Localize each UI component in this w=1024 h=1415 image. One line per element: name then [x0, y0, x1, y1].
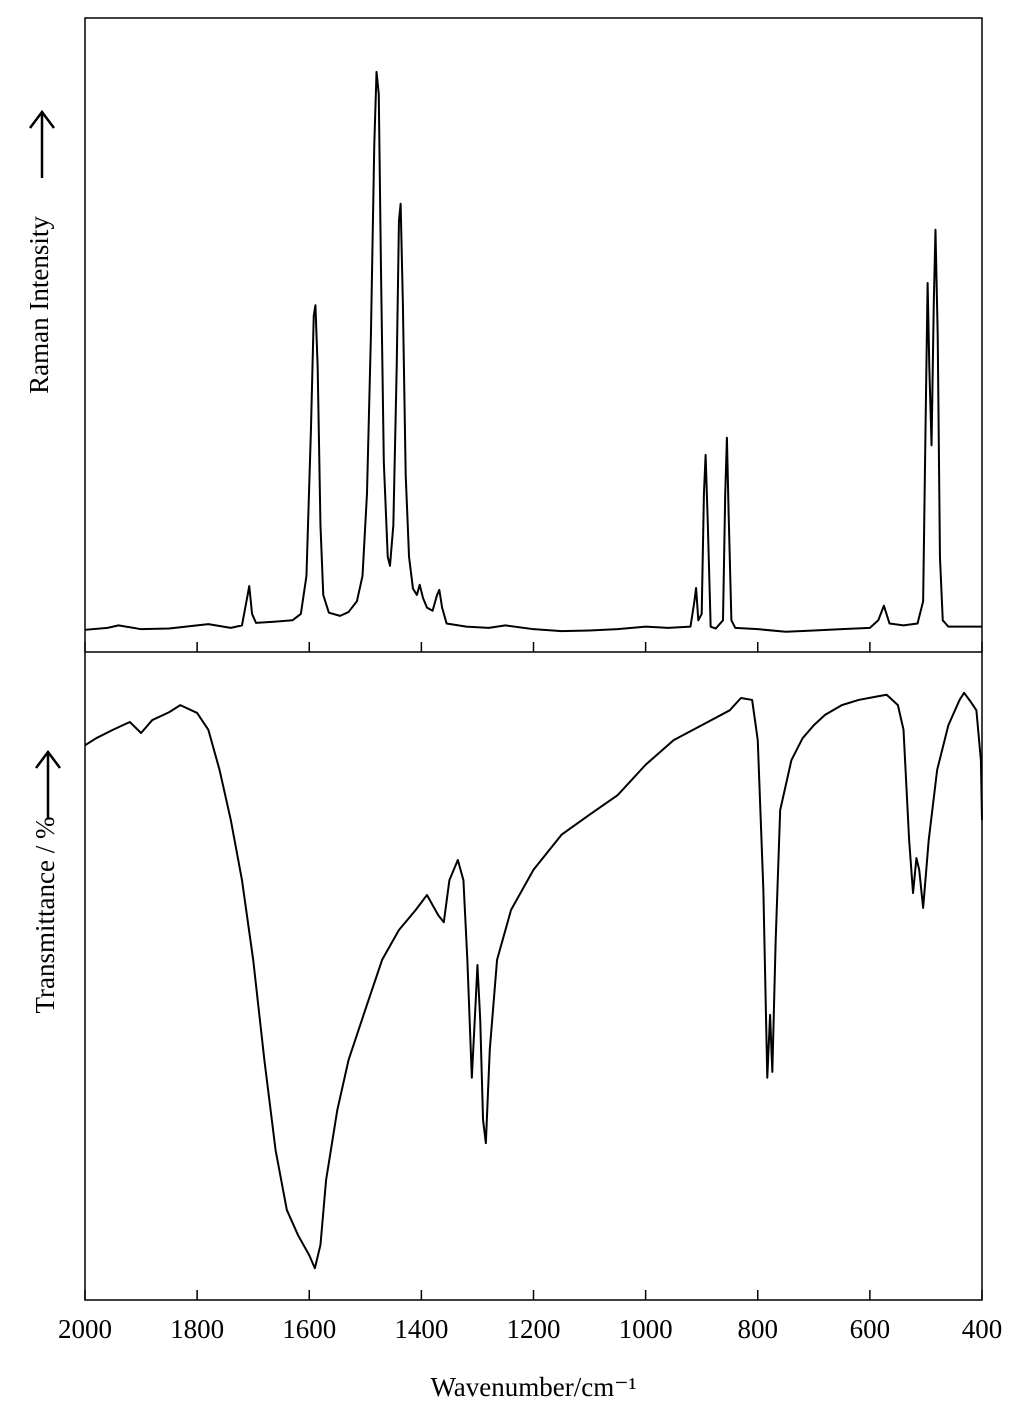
x-tick-label: 600 — [850, 1314, 891, 1344]
x-tick-label: 1600 — [282, 1314, 336, 1344]
y-axis-label: Transmittance / % — [30, 817, 60, 1014]
arrow — [29, 109, 61, 818]
x-axis-label: Wavenumber/cm⁻¹ — [430, 1372, 636, 1402]
x-tick-label: 1200 — [507, 1314, 561, 1344]
x-tick-label: 1400 — [394, 1314, 448, 1344]
x-tick-label: 400 — [962, 1314, 1003, 1344]
y-axis-label: Raman Intensity — [24, 216, 54, 394]
x-tick-label: 2000 — [58, 1314, 112, 1344]
x-tick-label: 1800 — [170, 1314, 224, 1344]
x-tick-label: 1000 — [619, 1314, 673, 1344]
spectrum-line — [84, 691, 983, 1270]
x-tick-label: 800 — [738, 1314, 779, 1344]
frame — [84, 17, 983, 1301]
spectrum-line — [84, 70, 982, 633]
